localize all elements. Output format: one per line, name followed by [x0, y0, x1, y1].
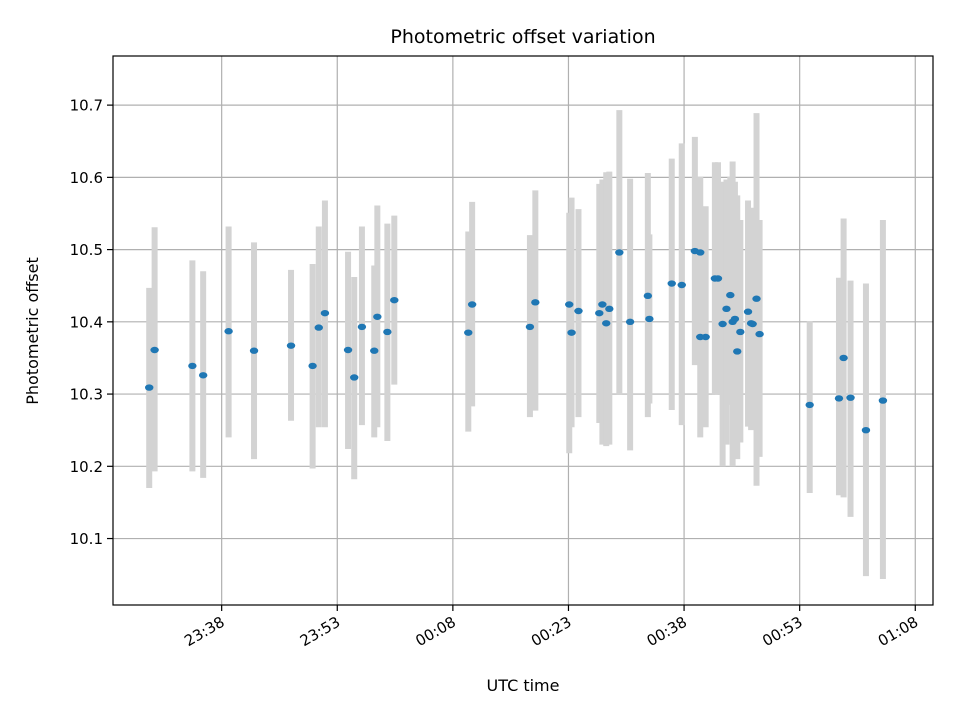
data-point — [595, 309, 604, 317]
data-point — [839, 354, 848, 362]
data-point — [350, 374, 359, 381]
y-tick-label: 10.5 — [70, 241, 103, 259]
data-point — [249, 347, 259, 354]
data-point — [531, 299, 540, 306]
data-point — [696, 249, 705, 256]
data-point — [736, 328, 745, 336]
data-point — [846, 394, 855, 401]
data-points — [145, 247, 888, 434]
data-point — [188, 362, 197, 370]
data-point — [730, 315, 740, 323]
y-tick-label: 10.1 — [70, 530, 103, 548]
data-point — [320, 309, 330, 317]
y-tick-label: 10.2 — [70, 458, 103, 476]
data-point — [643, 292, 653, 300]
data-point — [752, 295, 761, 302]
y-tick-label: 10.4 — [70, 313, 103, 331]
data-point — [373, 313, 382, 320]
data-point — [713, 275, 723, 282]
y-axis: 10.1 10.2 10.3 10.4 10.5 10.6 10.7 — [70, 97, 113, 548]
data-point — [598, 301, 607, 308]
data-point — [755, 330, 764, 338]
data-point — [834, 395, 844, 402]
data-point — [645, 315, 654, 323]
data-point — [677, 281, 686, 289]
data-point — [343, 346, 353, 354]
x-axis-title: UTC time — [487, 676, 560, 695]
data-point — [308, 362, 317, 370]
data-point — [718, 320, 727, 328]
data-point — [390, 296, 399, 304]
data-point — [357, 323, 367, 331]
data-point — [615, 249, 624, 256]
data-point — [525, 323, 535, 331]
data-point — [383, 328, 392, 336]
data-point — [198, 372, 208, 379]
data-point — [464, 329, 473, 336]
data-point — [574, 307, 583, 315]
data-point — [625, 318, 635, 326]
data-point — [726, 291, 735, 299]
y-tick-label: 10.7 — [70, 97, 103, 115]
data-point — [565, 301, 574, 308]
y-axis-title: Photometric offset — [23, 257, 42, 405]
plot-frame — [112, 55, 934, 606]
y-tick-label: 10.3 — [70, 386, 103, 404]
data-point — [224, 328, 233, 335]
data-point — [733, 348, 742, 355]
data-point — [748, 320, 757, 328]
data-point — [878, 397, 888, 404]
chart-title: Photometric offset variation — [390, 26, 655, 48]
data-point — [314, 324, 323, 331]
data-point — [567, 329, 576, 336]
data-point — [805, 401, 814, 409]
y-tick-label: 10.6 — [70, 169, 103, 187]
data-point — [743, 308, 753, 315]
data-point — [696, 333, 705, 341]
data-point — [150, 346, 159, 354]
data-point — [605, 305, 614, 313]
data-point — [602, 320, 611, 327]
data-point — [370, 347, 379, 354]
data-point — [467, 301, 477, 308]
data-point — [286, 342, 296, 349]
data-point — [145, 384, 154, 391]
data-point — [722, 305, 731, 313]
data-point — [861, 426, 871, 434]
data-point — [667, 280, 676, 287]
